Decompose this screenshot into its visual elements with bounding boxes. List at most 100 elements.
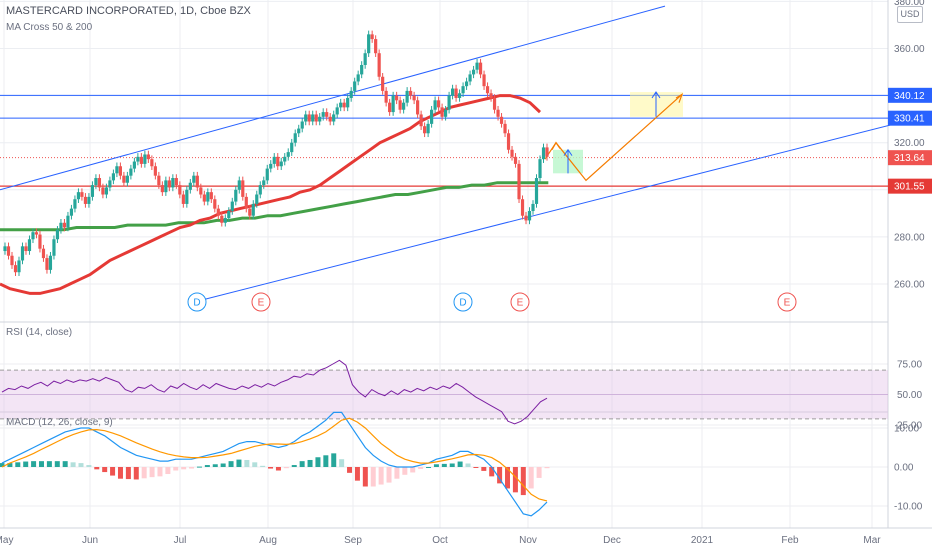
study-label: MA Cross 50 & 200 — [6, 22, 93, 33]
macd-histogram-bar — [315, 457, 321, 467]
candle-body — [426, 123, 430, 134]
macd-histogram-bar — [236, 459, 242, 467]
candle-body — [440, 107, 444, 117]
macd-histogram-bar — [204, 465, 210, 467]
candle-body — [381, 76, 385, 91]
currency-badge[interactable]: USD — [897, 6, 923, 23]
candle-body — [391, 95, 395, 113]
candle-body — [464, 81, 469, 87]
macd-histogram-bar — [505, 467, 511, 489]
candle-body — [27, 239, 32, 252]
candle-body — [90, 185, 95, 197]
dividend-marker — [453, 292, 473, 312]
candle-body — [20, 246, 25, 261]
macd-histogram-bar — [102, 467, 108, 473]
projection-path — [544, 93, 683, 182]
candle-body — [66, 215, 70, 228]
candle-body — [356, 74, 360, 82]
candle-body — [290, 142, 294, 153]
macd-histogram-bar — [125, 467, 131, 480]
candle-body — [374, 39, 378, 54]
candle-body — [513, 156, 518, 164]
macd-histogram-bar — [489, 467, 495, 477]
time-tick-label: Jun — [82, 535, 98, 546]
candle-body — [485, 86, 490, 94]
candle-body — [447, 95, 451, 110]
candle-body — [206, 192, 210, 202]
candle-body — [258, 185, 262, 195]
price-tick-label: 280.00 — [894, 232, 925, 243]
candle-body — [195, 175, 199, 188]
candle-body — [307, 114, 311, 122]
candle-body — [489, 93, 493, 98]
arrowhead — [551, 141, 561, 151]
rsi-tick-label: 75.00 — [897, 360, 922, 371]
macd-histogram-bar — [268, 467, 274, 469]
candle-body — [185, 189, 189, 204]
candle-body — [34, 232, 39, 235]
macd-histogram-bar — [181, 467, 187, 470]
macd-histogram-bar — [283, 467, 289, 469]
macd-histogram-bar — [94, 467, 100, 470]
candle-body — [132, 161, 136, 169]
candle-body — [248, 208, 252, 216]
candle-body — [492, 97, 497, 110]
candle-body — [276, 156, 280, 167]
macd-histogram-bar — [133, 467, 139, 480]
candle-body — [48, 255, 53, 270]
price-badge — [888, 178, 932, 194]
candle-body — [143, 154, 147, 164]
arrowhead — [675, 93, 684, 103]
macd-histogram-bar — [70, 462, 76, 467]
time-tick-label: Mar — [863, 535, 881, 546]
candle-body — [164, 180, 168, 193]
macd-histogram-bar — [165, 467, 171, 475]
candle-body — [527, 210, 532, 221]
candle-body — [146, 154, 150, 160]
price-tick-label: 380.00 — [894, 0, 925, 8]
event-marker-label: E — [258, 298, 265, 309]
macd-histogram-bar — [260, 465, 266, 467]
candle-body — [370, 34, 374, 40]
candle-body — [328, 116, 332, 122]
candle-body — [87, 196, 91, 204]
macd-histogram-bar — [252, 462, 258, 467]
macd-histogram-bar — [354, 467, 360, 481]
candle-body — [496, 109, 500, 117]
signal-line — [1, 417, 548, 502]
candle-body — [353, 81, 357, 91]
candle-body — [188, 182, 192, 190]
macd-histogram-bar — [291, 465, 297, 467]
candle-body — [73, 199, 77, 209]
candle-body — [339, 102, 343, 108]
price-badge — [888, 110, 932, 126]
candle-body — [430, 109, 434, 124]
candle-body — [286, 152, 290, 157]
macd-tick-label: 10.00 — [894, 424, 919, 435]
candle-body — [318, 116, 322, 122]
price-tick-label: 360.00 — [894, 44, 925, 55]
macd-histogram-bar — [370, 467, 376, 487]
candle-body — [475, 62, 479, 70]
macd-histogram-bar — [465, 463, 471, 467]
candle-body — [457, 93, 462, 98]
time-tick-label: Dec — [603, 535, 621, 546]
candle-body — [41, 248, 46, 259]
time-tick-label: Aug — [259, 535, 277, 546]
macd-histogram-bar — [339, 459, 345, 467]
candle-body — [181, 194, 185, 204]
candle-body — [62, 222, 67, 228]
candle-body — [321, 112, 325, 117]
macd-tick-label: 0.00 — [894, 463, 914, 474]
macd-histogram-bar — [15, 462, 21, 467]
candle-body — [541, 147, 546, 160]
macd-histogram-bar — [441, 463, 447, 467]
macd-histogram-bar — [196, 466, 202, 468]
candle-body — [423, 126, 427, 134]
candle-body — [402, 102, 406, 110]
candle-body — [454, 88, 458, 98]
candle-body — [209, 192, 213, 200]
time-tick-label: Jul — [174, 535, 187, 546]
candle-body — [297, 128, 301, 134]
